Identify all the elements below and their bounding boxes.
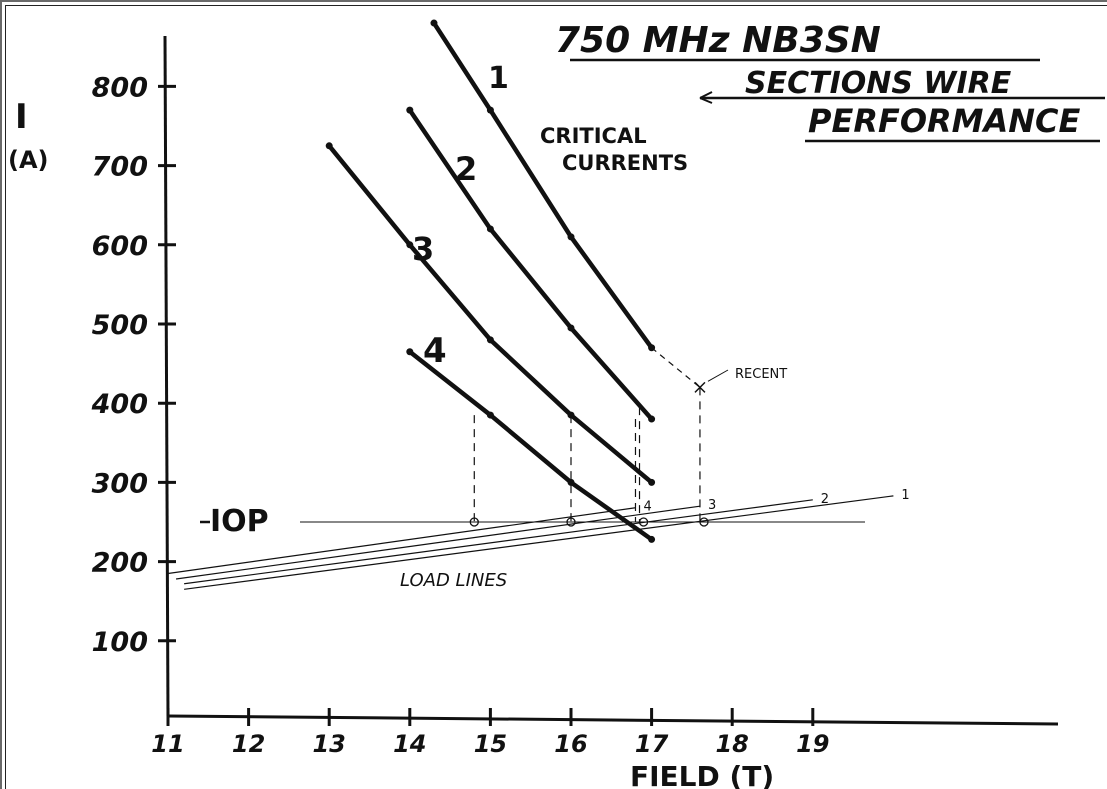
load-line-3 — [175, 505, 701, 580]
curve-point — [406, 241, 414, 249]
x-tick-label: 16 — [554, 730, 587, 758]
curve-point — [567, 233, 575, 241]
critical-curve-1 — [431, 20, 654, 351]
curve-point — [648, 478, 656, 486]
recent-pointer — [707, 369, 729, 382]
critical-curve-2 — [407, 107, 654, 422]
curve-point — [567, 324, 575, 332]
x-tick-label: 11 — [151, 730, 184, 758]
subtitle-arrow — [699, 91, 713, 104]
y-axis-label-i: I — [15, 97, 28, 137]
recent-label: RECENT — [735, 367, 787, 382]
curve-point — [567, 411, 575, 419]
chart-subtitle-line1: SECTIONS WIRE — [745, 66, 1012, 101]
dashed-drop-lines — [473, 347, 729, 522]
curve-point — [648, 344, 656, 352]
y-tick-label: 100 — [92, 627, 148, 658]
curve-label-2: 2 — [455, 150, 477, 188]
curve-label-3: 3 — [412, 230, 434, 268]
curve-point — [648, 415, 656, 423]
y-axis — [163, 35, 170, 719]
critical-label-2: CURRENTS — [562, 151, 688, 175]
load-lines-label: LOAD LINES — [400, 570, 507, 591]
curve-point — [486, 336, 494, 344]
critical-curve-4 — [407, 349, 654, 542]
image-inner-frame — [5, 5, 1107, 789]
curve-label-4: 4 — [423, 331, 447, 371]
curve-point — [325, 142, 333, 150]
y-tick-label: 600 — [92, 231, 148, 262]
load-line-4 — [167, 507, 636, 575]
curve-label-1: 1 — [488, 61, 509, 96]
y-tick-label: 300 — [92, 468, 148, 499]
y-axis-ticks: 100 200 300 400 500 600 700 800 — [91, 72, 176, 658]
x-tick-label: 14 — [393, 730, 426, 758]
x-tick-label: 12 — [232, 730, 265, 758]
curve-point — [486, 411, 494, 419]
x-tick-label: 13 — [312, 730, 345, 758]
iop-label: IOP — [210, 504, 269, 539]
curve-point — [648, 535, 656, 543]
curve-point — [406, 106, 414, 114]
load-line-1 — [184, 495, 894, 590]
y-tick-label: 200 — [92, 548, 148, 579]
x-tick-label: 19 — [796, 730, 829, 758]
curve-point — [430, 19, 438, 27]
chart-title: 750 MHz NB3SN — [555, 20, 881, 61]
recent-link — [651, 347, 701, 388]
curve-point — [486, 106, 494, 114]
x-tick-label: 15 — [474, 730, 507, 758]
curve-point — [567, 478, 575, 486]
y-tick-label: 400 — [91, 389, 148, 420]
y-axis-label-unit: (A) — [8, 146, 49, 174]
critical-current-curves: 1 2 3 4 — [325, 19, 656, 543]
load-line-label-1: 1 — [901, 488, 909, 503]
iop-reference — [200, 517, 865, 527]
load-line-label-4: 4 — [643, 500, 651, 515]
y-tick-label: 700 — [92, 152, 148, 183]
x-axis — [167, 714, 1059, 726]
x-tick-label: 18 — [715, 730, 748, 758]
load-line-label-3: 3 — [708, 498, 716, 513]
curve-point — [486, 225, 494, 233]
y-tick-label: 500 — [92, 310, 148, 341]
x-axis-label: FIELD (T) — [630, 760, 774, 789]
x-axis-ticks: 11 12 13 14 15 16 17 18 19 — [151, 708, 830, 758]
iop-intersection-point — [699, 517, 709, 527]
load-line-label-2: 2 — [821, 492, 829, 507]
load-line-2 — [184, 499, 813, 585]
x-tick-label: 17 — [635, 730, 669, 758]
recent-point — [694, 381, 706, 393]
curve-point — [406, 348, 414, 356]
y-tick-label: 800 — [92, 72, 148, 103]
critical-curve-3 — [326, 143, 654, 485]
chart-subtitle-line2: PERFORMANCE — [808, 102, 1081, 140]
load-lines: 1 2 3 4 — [167, 488, 910, 590]
critical-label-1: CRITICAL — [540, 124, 647, 148]
